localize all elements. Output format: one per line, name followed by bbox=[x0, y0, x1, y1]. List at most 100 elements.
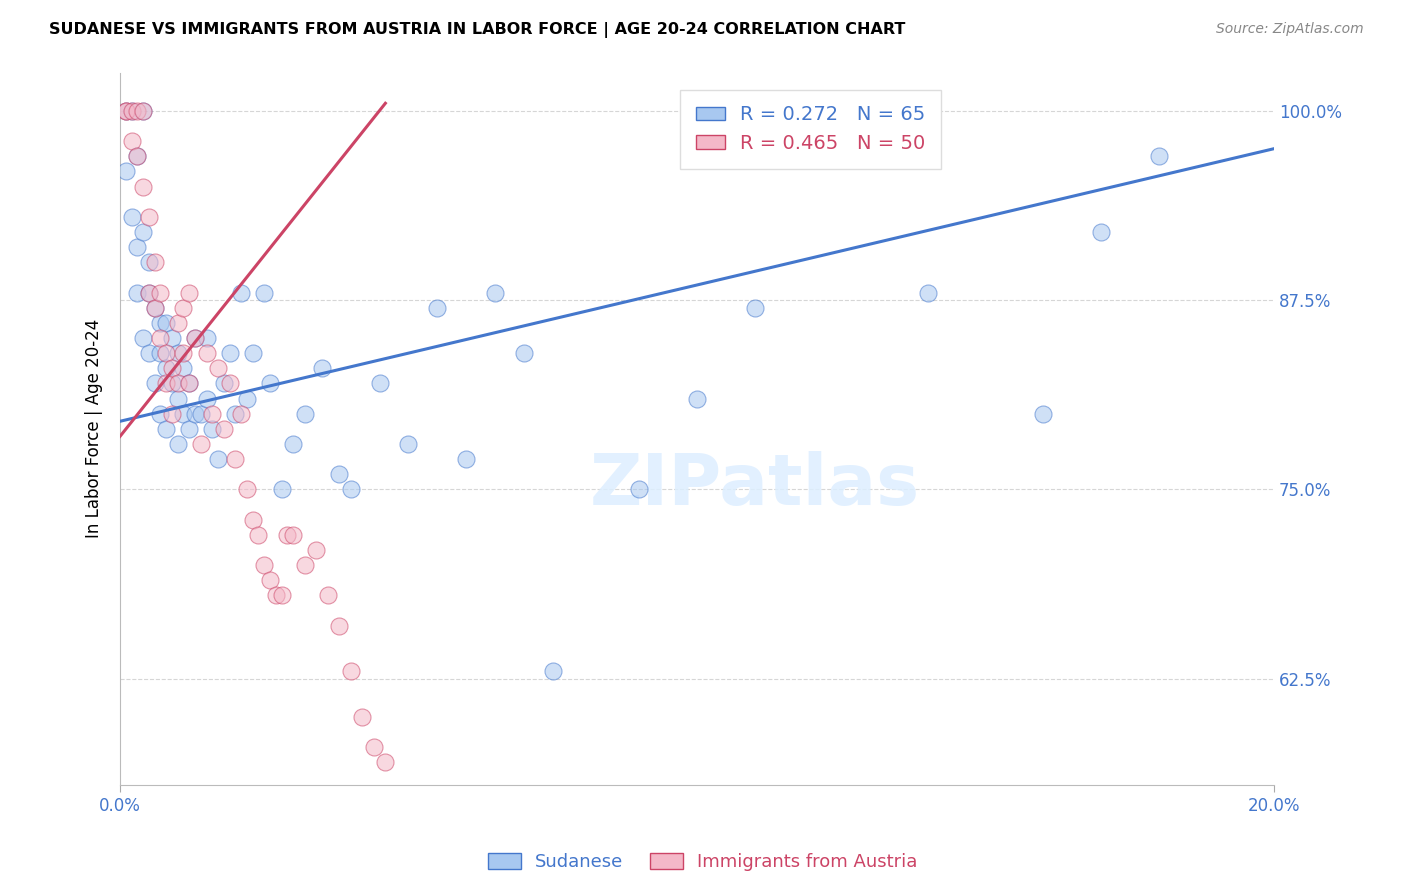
Point bbox=[184, 407, 207, 421]
Point bbox=[305, 543, 328, 558]
Point bbox=[398, 437, 420, 451]
Point bbox=[179, 422, 201, 436]
Point bbox=[686, 392, 709, 406]
Point bbox=[166, 316, 188, 330]
Point bbox=[160, 376, 183, 391]
Point bbox=[281, 437, 304, 451]
Point bbox=[166, 392, 188, 406]
Point bbox=[121, 134, 143, 148]
Point bbox=[132, 179, 155, 194]
Point bbox=[195, 331, 218, 345]
Point bbox=[149, 285, 172, 300]
Point bbox=[155, 346, 177, 360]
Point bbox=[744, 301, 766, 315]
Point bbox=[1032, 407, 1054, 421]
Point bbox=[236, 392, 259, 406]
Point bbox=[114, 103, 136, 118]
Point bbox=[166, 346, 188, 360]
Point bbox=[138, 346, 160, 360]
Point bbox=[363, 739, 385, 754]
Point bbox=[339, 664, 361, 678]
Point bbox=[242, 513, 264, 527]
Point bbox=[172, 301, 194, 315]
Point bbox=[628, 483, 651, 497]
Point bbox=[149, 407, 172, 421]
Point bbox=[224, 407, 246, 421]
Point bbox=[224, 452, 246, 467]
Point bbox=[1090, 225, 1112, 239]
Point bbox=[166, 437, 188, 451]
Point bbox=[127, 103, 149, 118]
Point bbox=[195, 392, 218, 406]
Point bbox=[270, 483, 292, 497]
Point bbox=[294, 407, 316, 421]
Point bbox=[352, 709, 374, 723]
Point bbox=[541, 664, 564, 678]
Point bbox=[143, 376, 166, 391]
Point bbox=[426, 301, 449, 315]
Point bbox=[138, 285, 160, 300]
Point bbox=[160, 361, 183, 376]
Point bbox=[212, 376, 235, 391]
Point bbox=[143, 301, 166, 315]
Point bbox=[132, 103, 155, 118]
Point bbox=[294, 558, 316, 573]
Point bbox=[160, 331, 183, 345]
Point bbox=[201, 422, 224, 436]
Point bbox=[166, 376, 188, 391]
Point bbox=[114, 164, 136, 178]
Point bbox=[149, 316, 172, 330]
Point bbox=[121, 210, 143, 224]
Point bbox=[114, 103, 136, 118]
Point bbox=[143, 301, 166, 315]
Point bbox=[155, 376, 177, 391]
Point bbox=[149, 331, 172, 345]
Point bbox=[132, 331, 155, 345]
Point bbox=[316, 589, 339, 603]
Point bbox=[207, 361, 229, 376]
Point bbox=[259, 574, 281, 588]
Point bbox=[247, 528, 270, 542]
Point bbox=[155, 361, 177, 376]
Point bbox=[127, 149, 149, 163]
Point bbox=[172, 361, 194, 376]
Point bbox=[190, 437, 212, 451]
Text: Source: ZipAtlas.com: Source: ZipAtlas.com bbox=[1216, 22, 1364, 37]
Point bbox=[456, 452, 478, 467]
Point bbox=[311, 361, 333, 376]
Point bbox=[270, 589, 292, 603]
Point bbox=[236, 483, 259, 497]
Point bbox=[155, 316, 177, 330]
Point bbox=[212, 422, 235, 436]
Text: SUDANESE VS IMMIGRANTS FROM AUSTRIA IN LABOR FORCE | AGE 20-24 CORRELATION CHART: SUDANESE VS IMMIGRANTS FROM AUSTRIA IN L… bbox=[49, 22, 905, 38]
Point bbox=[127, 240, 149, 254]
Point bbox=[155, 422, 177, 436]
Point bbox=[179, 285, 201, 300]
Point bbox=[276, 528, 298, 542]
Point bbox=[368, 376, 391, 391]
Point bbox=[253, 558, 276, 573]
Point bbox=[184, 331, 207, 345]
Point bbox=[253, 285, 276, 300]
Point bbox=[218, 376, 240, 391]
Point bbox=[172, 346, 194, 360]
Point bbox=[484, 285, 506, 300]
Point bbox=[195, 346, 218, 360]
Point bbox=[132, 103, 155, 118]
Point bbox=[138, 210, 160, 224]
Y-axis label: In Labor Force | Age 20-24: In Labor Force | Age 20-24 bbox=[86, 319, 103, 539]
Point bbox=[172, 407, 194, 421]
Point bbox=[121, 103, 143, 118]
Point bbox=[114, 103, 136, 118]
Point bbox=[179, 376, 201, 391]
Point bbox=[259, 376, 281, 391]
Point bbox=[184, 331, 207, 345]
Point bbox=[281, 528, 304, 542]
Point bbox=[242, 346, 264, 360]
Point bbox=[127, 149, 149, 163]
Legend: R = 0.272   N = 65, R = 0.465   N = 50: R = 0.272 N = 65, R = 0.465 N = 50 bbox=[681, 90, 941, 169]
Point bbox=[190, 407, 212, 421]
Point bbox=[179, 376, 201, 391]
Point bbox=[218, 346, 240, 360]
Point bbox=[121, 103, 143, 118]
